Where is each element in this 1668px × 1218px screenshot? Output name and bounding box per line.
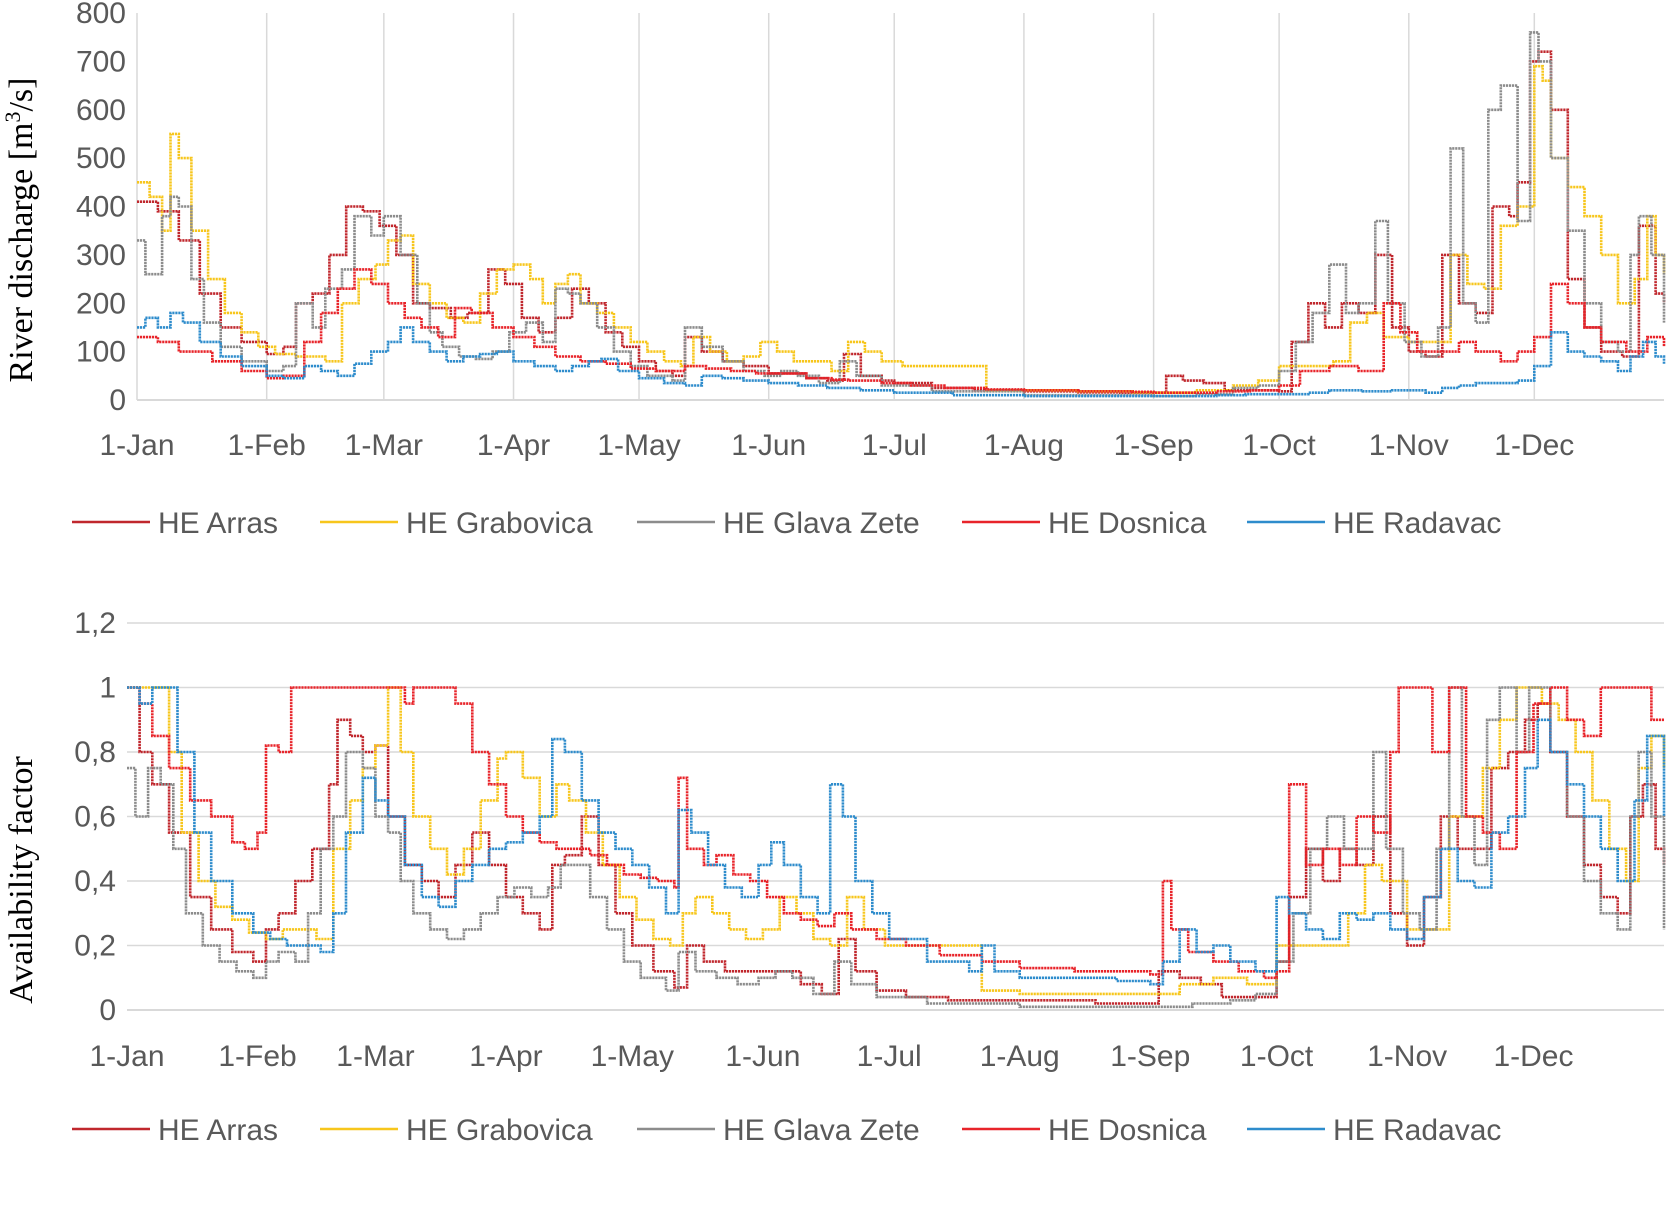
x-tick-label: 1-Jun bbox=[725, 1040, 800, 1073]
x-tick-label: 1-Oct bbox=[1240, 1040, 1314, 1073]
x-tick-label: 1-Oct bbox=[1242, 429, 1316, 462]
y-tick-label: 800 bbox=[76, 0, 126, 30]
legend-label: HE Arras bbox=[158, 507, 278, 540]
series-line-he-glava-zete bbox=[127, 686, 1666, 1009]
x-tick-label: 1-Jul bbox=[857, 1040, 922, 1073]
y-tick-label: 300 bbox=[76, 239, 126, 272]
legend-label: HE Grabovica bbox=[406, 1114, 593, 1147]
series-line-he-arras bbox=[127, 686, 1666, 1005]
y-tick-label: 200 bbox=[76, 287, 126, 320]
x-tick-label: 1-Mar bbox=[345, 429, 423, 462]
x-tick-label: 1-Sep bbox=[1110, 1040, 1190, 1073]
series-line-he-grabovica bbox=[137, 64, 1666, 394]
y-axis-label: River discharge [m3/s] bbox=[0, 78, 40, 383]
legend-label: HE Radavac bbox=[1333, 1114, 1501, 1147]
y-axis-label: Availability factor bbox=[3, 755, 40, 1003]
y-tick-label: 0,4 bbox=[74, 865, 116, 898]
x-tick-label: 1-Feb bbox=[228, 429, 306, 462]
y-tick-label: 0,2 bbox=[74, 930, 116, 963]
series-line-he-radavac bbox=[127, 686, 1666, 986]
x-tick-label: 1-Jan bbox=[89, 1040, 164, 1073]
x-tick-label: 1-Jan bbox=[99, 429, 174, 462]
legend-label: HE Arras bbox=[158, 1114, 278, 1147]
x-tick-label: 1-Apr bbox=[469, 1040, 542, 1073]
y-tick-label: 400 bbox=[76, 191, 126, 224]
x-tick-label: 1-Jun bbox=[731, 429, 806, 462]
y-tick-label: 0 bbox=[99, 994, 116, 1027]
y-tick-label: 0,6 bbox=[74, 801, 116, 834]
series-line-he-dosnica bbox=[127, 686, 1664, 980]
series-line-he-dosnica bbox=[137, 268, 1666, 394]
x-tick-label: 1-Mar bbox=[336, 1040, 414, 1073]
legend-label: HE Dosnica bbox=[1048, 507, 1207, 540]
y-tick-label: 700 bbox=[76, 45, 126, 78]
x-tick-label: 1-May bbox=[597, 429, 680, 462]
x-tick-label: 1-Feb bbox=[218, 1040, 296, 1073]
x-tick-label: 1-Sep bbox=[1114, 429, 1194, 462]
y-tick-label: 1 bbox=[99, 672, 116, 705]
river-discharge-chart: River discharge [m3/s] 1-Jan 1-Feb 1-Mar 1-… bbox=[0, 0, 1666, 540]
availability-factor-chart: Availability factor 1-Jan 1-Feb 1-Mar 1-Apr… bbox=[3, 607, 1666, 1147]
y-tick-label: 0,8 bbox=[74, 736, 116, 769]
legend-label: HE Glava Zete bbox=[723, 1114, 920, 1147]
legend-label: HE Dosnica bbox=[1048, 1114, 1207, 1147]
x-tick-label: 1-Aug bbox=[984, 429, 1064, 462]
y-tick-label: 0 bbox=[109, 384, 126, 417]
legend-label: HE Glava Zete bbox=[723, 507, 920, 540]
y-tick-label: 600 bbox=[76, 94, 126, 127]
x-tick-label: 1-May bbox=[591, 1040, 674, 1073]
series-line-he-radavac bbox=[137, 311, 1666, 398]
series-line-he-arras bbox=[137, 50, 1666, 394]
legend-label: HE Grabovica bbox=[406, 507, 593, 540]
x-tick-label: 1-Nov bbox=[1369, 429, 1449, 462]
series-line-he-glava-zete bbox=[137, 31, 1666, 398]
x-tick-label: 1-Nov bbox=[1367, 1040, 1447, 1073]
x-tick-label: 1-Aug bbox=[980, 1040, 1060, 1073]
x-tick-label: 1-Dec bbox=[1494, 429, 1574, 462]
x-tick-label: 1-Jul bbox=[862, 429, 927, 462]
x-tick-label: 1-Dec bbox=[1493, 1040, 1573, 1073]
x-tick-label: 1-Apr bbox=[477, 429, 550, 462]
y-tick-label: 1,2 bbox=[74, 607, 116, 640]
y-tick-label: 500 bbox=[76, 142, 126, 175]
legend-label: HE Radavac bbox=[1333, 507, 1501, 540]
y-tick-label: 100 bbox=[76, 336, 126, 369]
